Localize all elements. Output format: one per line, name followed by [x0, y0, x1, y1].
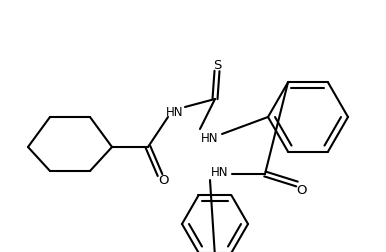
Text: S: S [213, 58, 221, 71]
Text: HN: HN [201, 131, 219, 144]
Text: HN: HN [211, 165, 229, 178]
Text: HN: HN [166, 105, 184, 118]
Text: O: O [297, 183, 307, 196]
Text: O: O [159, 174, 169, 187]
